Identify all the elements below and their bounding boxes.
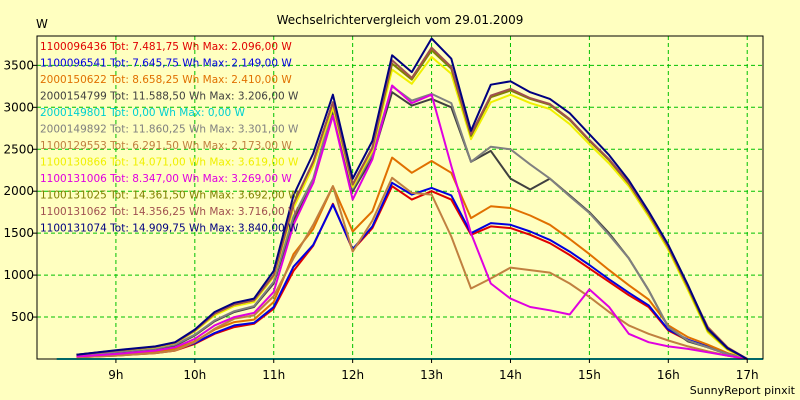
legend-entry-10: 1100131025 Tot: 14.361,50 Wh Max: 3.692,… bbox=[40, 190, 299, 202]
legend-entry-6: 2000149892 Tot: 11.860,25 Wh Max: 3.301,… bbox=[40, 124, 299, 136]
x-tick-label: 11h bbox=[262, 368, 285, 382]
series-line-7 bbox=[76, 176, 748, 360]
legend-entry-1: 1100096436 Tot: 7.481,75 Wh Max: 2.096,0… bbox=[40, 41, 292, 53]
x-tick-label: 15h bbox=[578, 368, 601, 382]
y-tick-label: 1500 bbox=[3, 226, 34, 240]
y-tick-label: 3000 bbox=[3, 100, 34, 114]
legend-entry-5: 2000149801 Tot: 0,00 Wh Max: 0,00 W bbox=[40, 107, 246, 119]
y-tick-label: 2500 bbox=[3, 142, 34, 156]
x-tick-label: 13h bbox=[420, 368, 443, 382]
series-line-8 bbox=[76, 56, 748, 360]
x-tick-label: 17h bbox=[736, 368, 759, 382]
legend-entry-3: 2000150622 Tot: 8.658,25 Wh Max: 2.410,0… bbox=[40, 74, 292, 86]
grid-lines bbox=[37, 36, 763, 359]
series-line-2 bbox=[76, 181, 748, 360]
y-tick-label: 1000 bbox=[3, 268, 34, 282]
legend-entry-11: 1100131062 Tot: 14.356,25 Wh Max: 3.716,… bbox=[40, 206, 299, 218]
x-tick-label: 14h bbox=[499, 368, 522, 382]
report-credit: SunnyReport pinxit bbox=[690, 384, 796, 397]
series-line-3 bbox=[76, 156, 748, 360]
plot-frame bbox=[36, 35, 764, 360]
y-axis-unit-label: W bbox=[36, 17, 48, 31]
series-line-9 bbox=[76, 84, 748, 360]
legend-entry-12: 1100131074 Tot: 14.909,75 Wh Max: 3.840,… bbox=[40, 223, 299, 235]
series-line-12 bbox=[76, 37, 748, 360]
y-tick-label: 3500 bbox=[3, 58, 34, 72]
y-axis-ticks: 500 1000 1500 2000 2500 3000 3500 bbox=[3, 58, 37, 324]
series-lines bbox=[56, 37, 763, 360]
legend-entry-4: 2000154799 Tot: 11.588,50 Wh Max: 3.206,… bbox=[40, 91, 299, 103]
y-tick-label: 500 bbox=[11, 310, 34, 324]
x-tick-label: 9h bbox=[108, 368, 123, 382]
legend: 1100096436 Tot: 7.481,75 Wh Max: 2.096,0… bbox=[40, 41, 299, 235]
legend-entry-8: 1100130866 Tot: 14.071,00 Wh Max: 3.619,… bbox=[40, 157, 299, 169]
legend-entry-9: 1100131006 Tot: 8.347,00 Wh Max: 3.269,0… bbox=[40, 173, 292, 185]
x-tick-label: 10h bbox=[183, 368, 206, 382]
x-tick-label: 16h bbox=[657, 368, 680, 382]
x-tick-label: 12h bbox=[341, 368, 364, 382]
y-tick-label: 2000 bbox=[3, 184, 34, 198]
chart-title: Wechselrichtervergleich vom 29.01.2009 bbox=[277, 13, 524, 27]
x-axis-ticks: 9h 10h 11h 12h 13h 14h 15h 16h 17h bbox=[108, 359, 759, 382]
legend-entry-7: 1100129553 Tot: 6.291,50 Wh Max: 2.173,0… bbox=[40, 140, 292, 152]
series-line-1 bbox=[76, 185, 748, 360]
legend-entry-2: 1100096541 Tot: 7.645,75 Wh Max: 2.149,0… bbox=[40, 58, 292, 70]
series-line-11 bbox=[76, 46, 748, 360]
